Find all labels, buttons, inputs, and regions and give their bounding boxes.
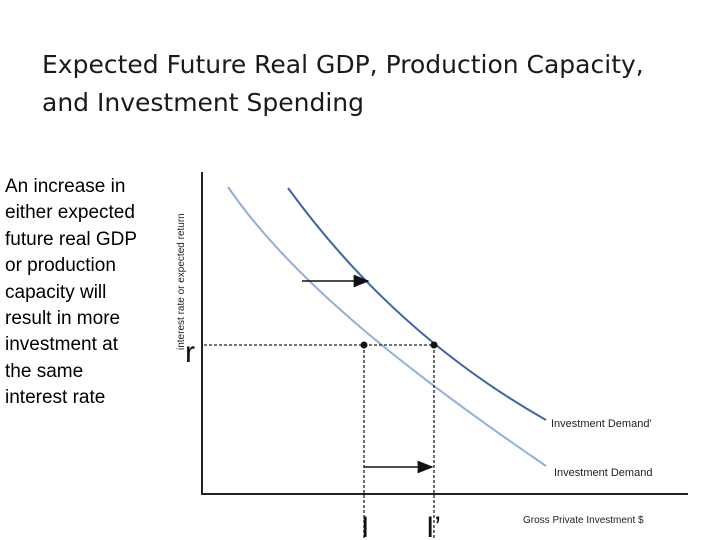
original-point — [360, 341, 368, 349]
investment-demand-label: Investment Demand — [554, 467, 652, 479]
slide-title: Expected Future Real GDP, Production Cap… — [42, 46, 712, 122]
investment-demand-curve — [227, 186, 547, 467]
explanation-text: An increase in either expected future re… — [5, 176, 137, 409]
slide-title-line-2: and Investment Spending — [42, 88, 365, 117]
investment-shifted-label: I’ — [426, 511, 441, 540]
y-axis-label: interest rate or expected return — [176, 213, 187, 350]
investment-demand-shifted-label: Investment Demand' — [551, 418, 652, 430]
slide-title-line-1: Expected Future Real GDP, Production Cap… — [42, 50, 644, 79]
investment-label: I — [361, 511, 369, 540]
rate-label: r — [185, 336, 195, 369]
investment-demand-shifted-curve — [287, 187, 547, 421]
x-axis-label: Gross Private Investment $ — [523, 515, 644, 526]
shifted-point — [430, 341, 438, 349]
